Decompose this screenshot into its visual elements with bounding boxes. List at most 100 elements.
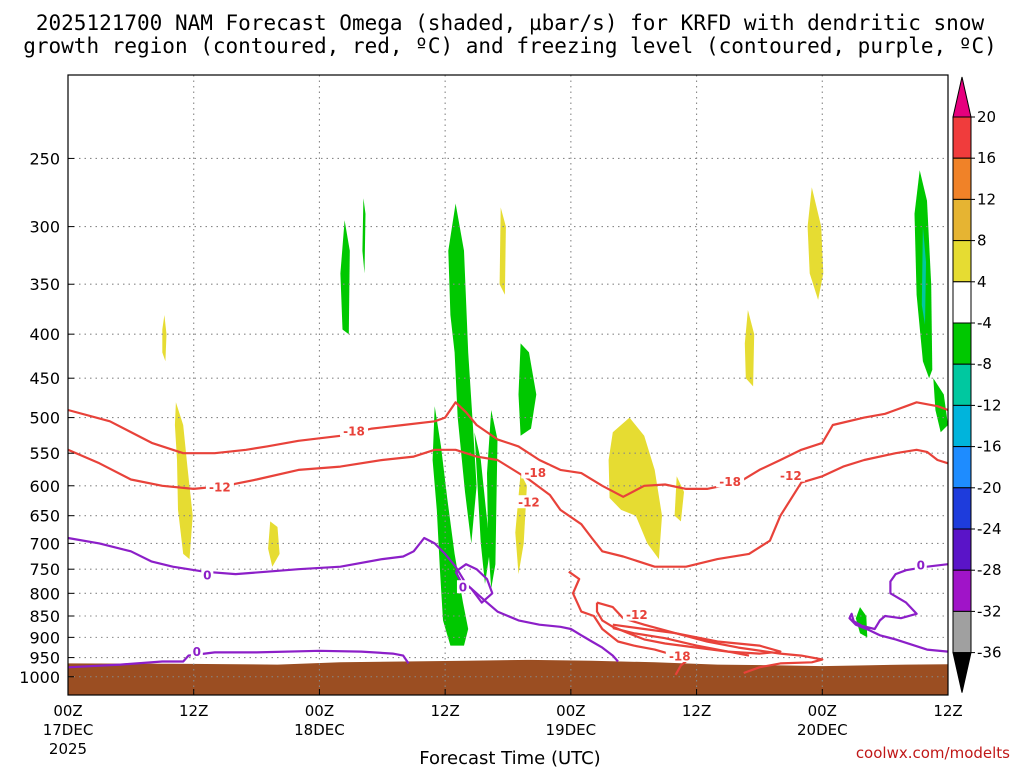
colorbar-swatch-9: [952, 446, 972, 489]
x-tick-date-2: 18DEC: [294, 721, 345, 739]
y-tick-label-250: 250: [29, 149, 60, 168]
contour-label-bg-10: [456, 580, 469, 594]
contour-label-2: -18: [524, 466, 546, 480]
y-tick-label-550: 550: [29, 444, 60, 463]
y-tick-label-1000: 1000: [19, 668, 60, 687]
colorbar-label-6: -8: [977, 355, 992, 373]
contour-label-bg-9: [190, 644, 203, 658]
colorbar-label-5: -4: [977, 314, 992, 332]
colorbar-swatch-10: [952, 487, 972, 530]
omega-region-17: [933, 378, 948, 433]
contour-label-bg-11: [914, 558, 927, 572]
x-tick-label-6: 00Z: [808, 702, 837, 720]
colorbar-label-7: -12: [977, 396, 1002, 414]
chart-title-line2: growth region (contoured, red, ºC) and f…: [23, 34, 997, 58]
omega-region-3: [340, 220, 350, 335]
dendritic-contour-0: [67, 401, 949, 498]
plot-frame: [67, 74, 949, 696]
omega-shading-layer: [162, 170, 948, 646]
colorbar-label-4: 4: [977, 273, 987, 291]
contour-label-9: 0: [193, 645, 201, 659]
contour-label-1: -12: [209, 481, 231, 495]
colorbar-swatch-1: [952, 116, 972, 159]
colorbar-label-11: -28: [977, 561, 1002, 579]
credit-text: coolwx.com/modelts: [856, 744, 1010, 762]
x-tick-label-4: 00Z: [556, 702, 585, 720]
colorbar-swatch-7: [952, 363, 972, 406]
colorbar-swatch-2: [952, 157, 972, 200]
colorbar-label-8: -16: [977, 438, 1002, 456]
colorbar-swatch-3: [952, 198, 972, 242]
contour-label-4: -18: [719, 475, 741, 489]
dendritic-contour-5: [612, 627, 750, 657]
colorbar-swatch-8: [952, 404, 972, 448]
contour-label-7: -18: [669, 650, 691, 664]
omega-region-5: [448, 203, 477, 544]
x-axis-label: Forecast Time (UTC): [419, 748, 600, 768]
contour-label-11: 0: [917, 559, 925, 573]
x-tick-date-4: 19DEC: [546, 721, 597, 739]
contour-label-layer: -18 -12 -18 -12 -18 -12 -12 -18 0 0 0 0: [190, 423, 927, 664]
colorbar-label-12: -32: [977, 602, 1002, 620]
x-tick-label-1: 12Z: [179, 702, 208, 720]
grid-layer: [68, 75, 948, 695]
y-tick-label-650: 650: [29, 507, 60, 526]
contour-label-0: -18: [343, 424, 365, 438]
colorbar-swatch-13: [952, 610, 972, 654]
dendritic-contour-3: [595, 601, 782, 655]
x-tick-year-0: 2025: [49, 740, 87, 758]
terrain-fill: [68, 659, 948, 695]
dendritic-contour-4: [612, 623, 824, 675]
contour-label-bg-4: [716, 474, 745, 488]
x-tick-label-5: 12Z: [682, 702, 711, 720]
contour-label-5: -12: [780, 469, 802, 483]
y-tick-label-900: 900: [29, 628, 60, 647]
contour-label-bg-6: [622, 607, 651, 621]
colorbar-bottom-arrow: [952, 652, 972, 693]
omega-region-15: [807, 187, 824, 300]
y-tick-label-950: 950: [29, 649, 60, 668]
colorbar-swatch-12: [952, 569, 972, 612]
chart-title-line1: 2025121700 NAM Forecast Omega (shaded, µ…: [36, 11, 985, 35]
x-tick-date-6: 20DEC: [797, 721, 848, 739]
omega-region-2: [268, 521, 280, 567]
omega-region-13: [674, 476, 684, 522]
omega-region-0: [162, 315, 167, 362]
y-tick-label-350: 350: [29, 275, 60, 294]
y-tick-label-700: 700: [29, 534, 60, 553]
colorbar-label-10: -24: [977, 520, 1002, 538]
omega-region-10: [499, 207, 506, 295]
omega-region-1: [174, 402, 193, 560]
dendritic-contour-1: [67, 448, 949, 568]
contour-label-bg-1: [205, 480, 234, 494]
x-tick-label-3: 12Z: [430, 702, 459, 720]
omega-region-9: [518, 343, 537, 436]
contour-label-bg-2: [521, 465, 550, 479]
x-tick-label-2: 00Z: [305, 702, 334, 720]
freezing-contour-2: [67, 649, 410, 669]
contour-label-3: -12: [518, 496, 540, 510]
x-tick-date-0: 17DEC: [43, 721, 94, 739]
terrain-layer: [68, 659, 948, 695]
omega-region-11: [515, 473, 527, 575]
y-axis: 250 300 350 400 450 500 550 600 650 700 750 800 850 9…: [19, 149, 74, 687]
contour-label-bg-5: [776, 468, 805, 482]
contour-label-10: 0: [459, 581, 467, 595]
freezing-contour-0: [67, 536, 619, 663]
x-tick-label-0: 00Z: [53, 702, 82, 720]
omega-region-7: [474, 432, 491, 584]
colorbar-label-2: 12: [977, 190, 996, 208]
contour-label-8: 0: [203, 569, 211, 583]
omega-region-8: [487, 410, 498, 589]
colorbar-swatch-11: [952, 528, 972, 571]
omega-region-18: [921, 226, 926, 325]
x-tick-label-7: 12Z: [933, 702, 962, 720]
colorbar-label-0: 20: [977, 108, 996, 126]
y-tick-label-400: 400: [29, 325, 60, 344]
contour-layer: [67, 401, 949, 676]
colorbar-swatch-6: [952, 322, 972, 365]
colorbar-label-9: -20: [977, 479, 1002, 497]
contour-label-bg-0: [340, 423, 368, 437]
